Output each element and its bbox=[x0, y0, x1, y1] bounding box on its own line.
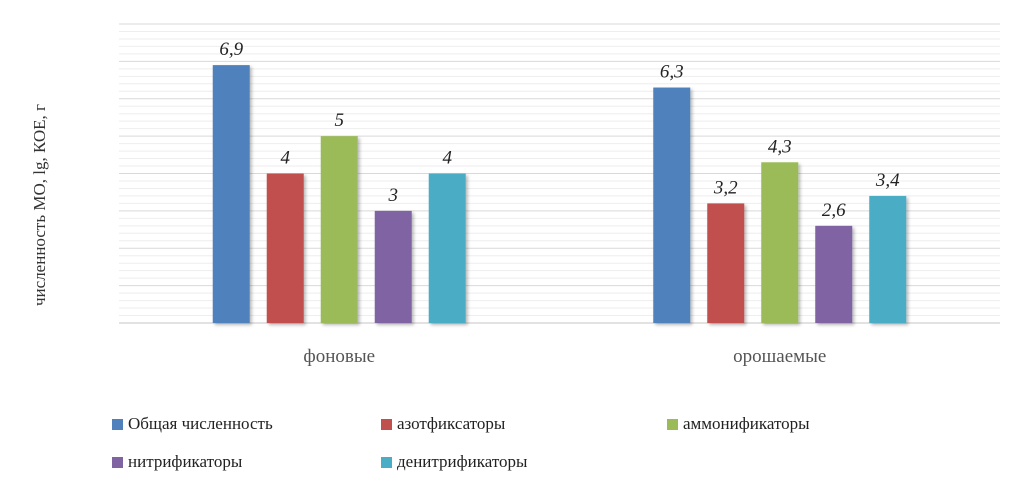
data-label: 2,6 bbox=[822, 200, 846, 221]
data-labels: 6,9 4 5 3 4 6,3 3,2 4,3 2,6 3,4 bbox=[219, 39, 900, 221]
data-label: 3,4 bbox=[875, 170, 900, 191]
bar bbox=[266, 173, 304, 323]
category-label: орошаемые bbox=[733, 346, 826, 367]
data-label: 4,3 bbox=[768, 136, 792, 157]
data-label: 3 bbox=[388, 185, 399, 206]
data-label: 5 bbox=[335, 110, 345, 131]
category-labels: фоновые орошаемые bbox=[303, 346, 826, 367]
bar bbox=[653, 87, 691, 323]
data-label: 3,2 bbox=[713, 177, 738, 198]
bar bbox=[320, 136, 358, 323]
bar bbox=[761, 162, 799, 323]
data-label: 4 bbox=[443, 148, 453, 169]
bar bbox=[707, 203, 745, 323]
category-label: фоновые bbox=[303, 346, 375, 367]
data-label: 4 bbox=[281, 148, 291, 169]
gridlines bbox=[119, 23, 1000, 324]
data-label: 6,9 bbox=[219, 39, 243, 60]
y-axis-title: численность МО, lg, КОЕ, г bbox=[30, 104, 49, 306]
bars bbox=[212, 65, 907, 324]
data-label: 6,3 bbox=[660, 62, 684, 83]
bar bbox=[869, 195, 907, 323]
bar bbox=[428, 173, 466, 323]
bar bbox=[374, 210, 412, 323]
bar bbox=[815, 225, 853, 323]
bar bbox=[212, 65, 250, 324]
